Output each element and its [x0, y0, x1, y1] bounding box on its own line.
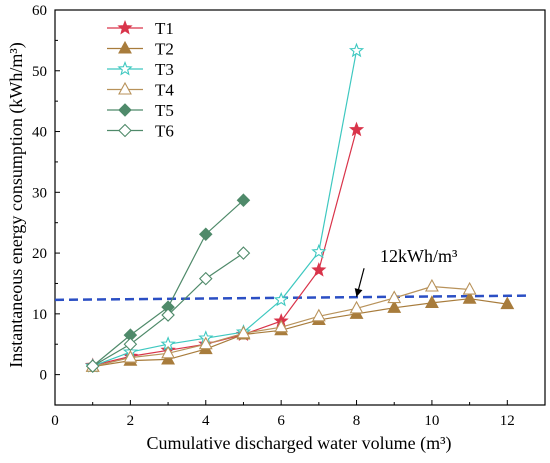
legend-item-T2: T2: [107, 40, 174, 59]
legend-marker: [117, 60, 133, 76]
x-tick-label: 10: [424, 413, 439, 429]
data-point-T4: [311, 308, 326, 322]
series-T6: [85, 246, 251, 373]
x-tick-label: 2: [127, 413, 135, 429]
y-tick-label: 30: [32, 185, 47, 201]
data-point-T2: [161, 351, 176, 365]
data-point-T3: [311, 243, 327, 259]
data-point-T6: [236, 246, 251, 260]
legend-item-T6: T6: [107, 122, 174, 141]
legend-item-T1: T1: [107, 19, 174, 38]
series-line-T3: [92, 50, 358, 367]
legend-label: T2: [155, 40, 174, 59]
legend-item-T5: T5: [107, 101, 174, 120]
x-tick-label: 12: [500, 413, 515, 429]
data-point-T4: [161, 345, 176, 359]
threshold-line: [54, 294, 527, 302]
legend-marker: [118, 103, 132, 117]
axes-layer: 0 2 4 6 8 10 12 0 10 20 30 40 50 60: [32, 3, 546, 429]
series-layer: [85, 42, 515, 373]
data-point-T1: [311, 262, 327, 277]
y-tick-label: 20: [32, 246, 47, 262]
series-T2: [85, 291, 515, 372]
y-axis-label: Instantaneous energy consumption (kWh/m³…: [6, 42, 27, 368]
data-point-T1: [348, 121, 365, 137]
legend-marker: [117, 19, 133, 35]
x-tick-label: 8: [353, 413, 361, 429]
reference-layer: [54, 268, 527, 302]
data-point-T6: [198, 271, 213, 286]
data-point-T2: [387, 300, 402, 313]
data-point-T4: [274, 319, 289, 333]
data-point-T6: [161, 308, 175, 322]
data-point-T2: [424, 295, 439, 308]
legend-label: T3: [155, 60, 174, 79]
legend-label: T6: [155, 122, 174, 141]
annotation-arrowhead: [354, 288, 363, 297]
y-tick-label: 60: [32, 3, 47, 19]
data-point-T5: [236, 193, 251, 207]
x-tick-label: 0: [51, 413, 59, 429]
legend-marker: [118, 123, 132, 138]
legend-label: T4: [155, 81, 174, 100]
y-tick-label: 0: [40, 368, 48, 384]
plot-frame: [54, 9, 546, 406]
series-line-T1: [92, 129, 358, 367]
x-tick-label: 6: [277, 413, 285, 429]
series-T4: [85, 278, 477, 372]
data-point-T4: [349, 300, 364, 314]
legend-item-T4: T4: [107, 81, 174, 100]
data-point-T4: [387, 290, 402, 304]
x-tick-label: 4: [202, 413, 210, 429]
data-point-T6: [85, 359, 100, 373]
legend-label: T5: [155, 101, 174, 120]
data-point-T6: [123, 337, 138, 352]
y-tick-label: 50: [32, 64, 47, 80]
y-tick-label: 10: [32, 307, 47, 323]
x-axis-label: Cumulative discharged water volume (m³): [147, 433, 452, 454]
legend-marker: [118, 40, 132, 54]
legend-item-T3: T3: [107, 60, 174, 79]
data-point-T2: [462, 291, 477, 304]
series-line-T2: [92, 298, 508, 368]
data-point-T4: [198, 336, 213, 350]
data-point-T3: [348, 42, 365, 58]
data-point-T2: [500, 296, 515, 310]
annotation-label: 12kWh/m³: [380, 246, 458, 266]
data-point-T4: [236, 325, 251, 339]
data-point-T3: [273, 291, 289, 307]
y-tick-label: 40: [32, 125, 47, 141]
data-point-T5: [198, 227, 213, 242]
data-point-T4: [424, 278, 439, 292]
legend-label: T1: [155, 19, 174, 38]
legend-marker: [118, 81, 132, 95]
data-point-T4: [462, 281, 477, 295]
data-point-T4: [123, 349, 138, 363]
